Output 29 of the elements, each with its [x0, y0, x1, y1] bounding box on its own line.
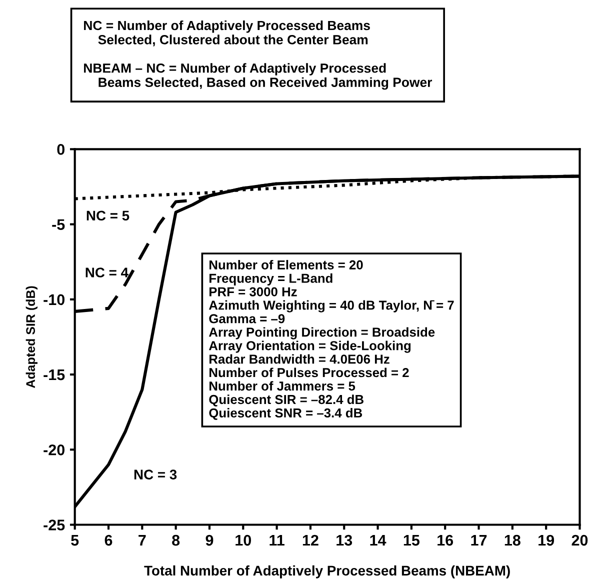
series-label: NC = 4 — [86, 268, 128, 278]
y-tick-label: -15 — [44, 370, 65, 380]
x-tick-label: 15 — [404, 535, 420, 546]
x-tick-label: 20 — [572, 534, 588, 546]
y-axis-title: Adapted SIR (dB) — [26, 286, 38, 388]
x-tick-label: 18 — [504, 534, 520, 546]
y-tick-label: 0 — [57, 144, 64, 155]
y-tick-label: -25 — [44, 520, 65, 530]
x-tick-label: 8 — [172, 534, 180, 546]
x-tick-label: 16 — [438, 534, 454, 546]
x-tick-label: 11 — [270, 535, 284, 546]
x-tick-label: 19 — [538, 534, 554, 546]
x-tick-label: 12 — [302, 534, 318, 546]
y-tick-label: -5 — [52, 219, 65, 230]
x-tick-label: 17 — [471, 535, 487, 546]
y-tick-label: -10 — [44, 294, 64, 306]
text: Number of Elements = 20 Frequency = L-Band PRF = 3000 Hz Azimuth Weighting = 40 dB Taylor, N̄ = 7 Gamma = –9 Array Pointing Direction = Broadside Array Orientation = Side-Looking Radar Bandwidth = 4.0E06 Hz Number of Pulses Processed = 2 Number of Jammers = 5 Quiescent SIR = –82.4 dB Quiescent SNR = –3.4 dB — [208, 260, 454, 420]
text: NC = Number of Adaptively Processed Beams Selected, Clustered about the Center Beam NBEAM – NC = Number of Adaptively Processed Beams Selected, Based on Received Jamming Power — [84, 20, 432, 90]
x-tick-label: 13 — [336, 534, 352, 546]
x-tick-label: 10 — [236, 534, 252, 546]
y-tick-label: -20 — [44, 444, 64, 456]
x-tick-label: 7 — [138, 535, 146, 546]
x-tick-label: 5 — [71, 535, 79, 546]
x-tick-label: 14 — [370, 535, 386, 546]
series-label: NC = 3 — [134, 470, 177, 480]
x-tick-label: 6 — [104, 534, 112, 546]
series-label: NC = 5 — [86, 210, 130, 221]
x-axis-title: Total Number of Adaptively Processed Beams (NBEAM) — [144, 565, 510, 578]
x-tick-label: 9 — [206, 534, 214, 546]
